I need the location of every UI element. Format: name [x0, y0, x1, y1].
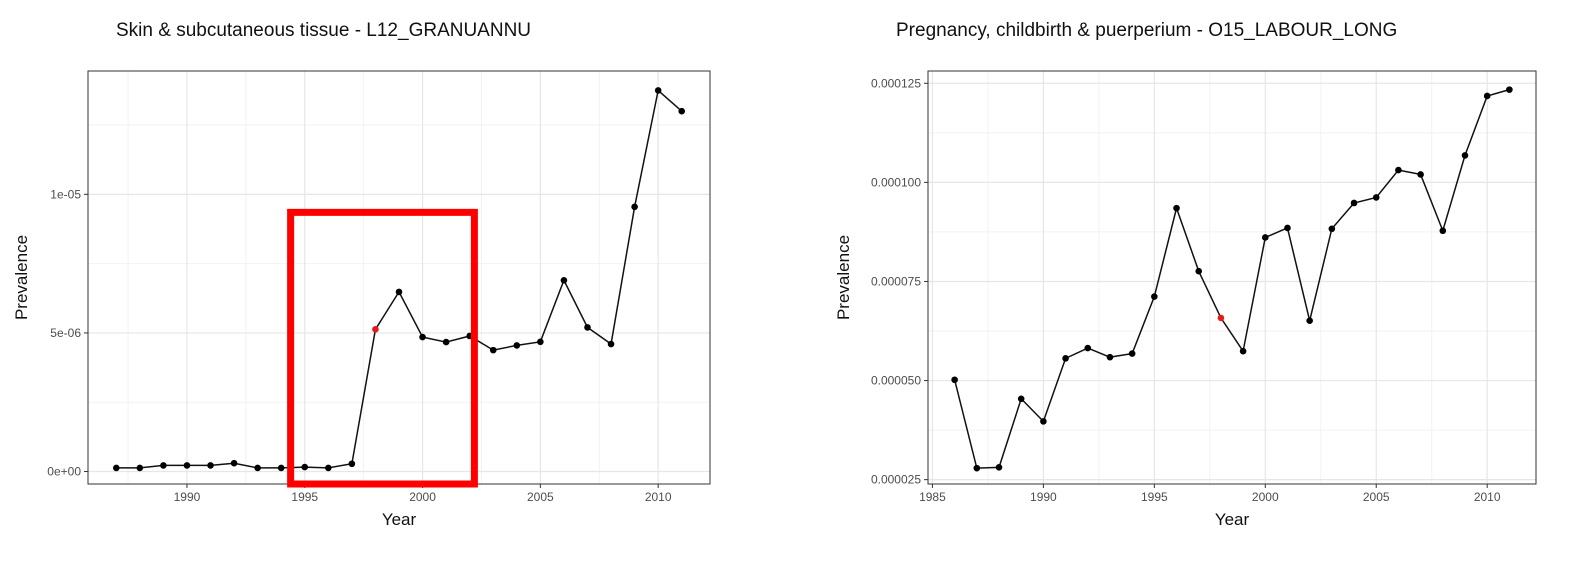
left-data-point — [112, 464, 120, 472]
left-data-point — [230, 459, 238, 467]
right-data-point — [951, 376, 958, 384]
right-data-point — [1284, 224, 1291, 232]
left-x-tick-label: 2000 — [409, 490, 436, 504]
right-data-point — [1106, 353, 1114, 361]
right-data-point — [1461, 152, 1469, 159]
left-data-point — [183, 462, 191, 469]
left-data-point — [584, 324, 591, 331]
right-data-point — [1084, 344, 1092, 352]
left-data-point — [560, 276, 568, 284]
right-data-point — [1151, 293, 1158, 300]
right-y-tick-label: 0.000125 — [871, 76, 921, 90]
left-data-point — [207, 462, 214, 469]
left-y-tick-label: 1e-05 — [50, 187, 81, 201]
right-data-point — [995, 464, 1003, 471]
right-data-point — [1417, 171, 1424, 178]
left-series-line — [116, 88, 683, 469]
left-data-point — [419, 333, 426, 341]
left-data-point — [678, 107, 686, 115]
right-data-point — [1040, 418, 1047, 425]
left-data-point — [489, 346, 497, 354]
right-data-point — [1506, 86, 1513, 93]
left-x-tick-label: 1995 — [291, 490, 318, 504]
left-y-axis-title: Prevalence — [12, 235, 31, 320]
right-data-point — [1173, 204, 1180, 212]
right-data-point — [1350, 199, 1358, 207]
left-x-tick-label: 1990 — [174, 490, 201, 504]
right-data-point — [1372, 194, 1380, 201]
left-data-point — [301, 463, 309, 471]
left-x-tick-label: 2010 — [645, 490, 672, 504]
left-x-tick-label: 2005 — [527, 490, 554, 504]
right-x-tick-label: 1995 — [1141, 490, 1168, 504]
right-data-point — [1017, 395, 1025, 403]
right-x-tick-label: 1990 — [1030, 490, 1057, 504]
right-highlight-point — [1217, 314, 1225, 322]
right-x-axis-title: Year — [1215, 510, 1250, 529]
right-x-tick-label: 1985 — [919, 490, 946, 504]
right-x-tick-label: 2000 — [1252, 490, 1279, 504]
left-chart-title: Skin & subcutaneous tissue - L12_GRANUAN… — [116, 20, 532, 41]
left-data-point — [277, 464, 285, 472]
left-data-point — [325, 464, 332, 472]
left-data-point — [395, 288, 403, 296]
right-series-line — [953, 88, 1510, 469]
left-data-point — [631, 203, 638, 211]
right-chart-title: Pregnancy, childbirth & puerperium - O15… — [896, 20, 1398, 41]
left-data-point — [160, 462, 167, 469]
right-panel-border — [927, 70, 1537, 485]
right-data-point — [1195, 267, 1203, 275]
left-data-point — [442, 338, 450, 346]
left-data-point — [348, 460, 356, 468]
left-panel-border — [87, 70, 711, 485]
left-data-point — [654, 87, 662, 94]
left-highlight-box — [287, 208, 478, 488]
right-data-point — [1128, 350, 1136, 357]
right-data-point — [1395, 166, 1402, 174]
left-highlight-point — [372, 326, 379, 333]
right-data-point — [973, 464, 981, 472]
left-y-tick-label: 0e+00 — [47, 465, 81, 479]
right-data-point — [1439, 227, 1447, 235]
right-data-point — [1483, 92, 1491, 100]
left-y-tick-label: 5e-06 — [50, 326, 81, 340]
left-data-point — [254, 464, 261, 472]
left-data-point — [607, 340, 615, 348]
right-data-point — [1239, 347, 1247, 355]
right-y-tick-label: 0.000050 — [871, 374, 921, 388]
right-y-tick-label: 0.000025 — [871, 473, 921, 487]
right-x-tick-label: 2010 — [1474, 490, 1501, 504]
right-data-point — [1062, 355, 1069, 362]
left-data-point — [513, 342, 521, 349]
right-y-axis-title: Prevalence — [834, 235, 853, 320]
right-y-tick-label: 0.000075 — [871, 274, 921, 288]
right-data-point — [1261, 234, 1269, 241]
left-data-point — [136, 464, 144, 472]
right-data-point — [1328, 225, 1336, 233]
left-x-axis-title: Year — [382, 510, 417, 529]
right-x-tick-label: 2005 — [1363, 490, 1390, 504]
left-data-point — [537, 338, 544, 346]
right-y-tick-label: 0.000100 — [871, 175, 921, 189]
right-data-point — [1306, 317, 1313, 325]
